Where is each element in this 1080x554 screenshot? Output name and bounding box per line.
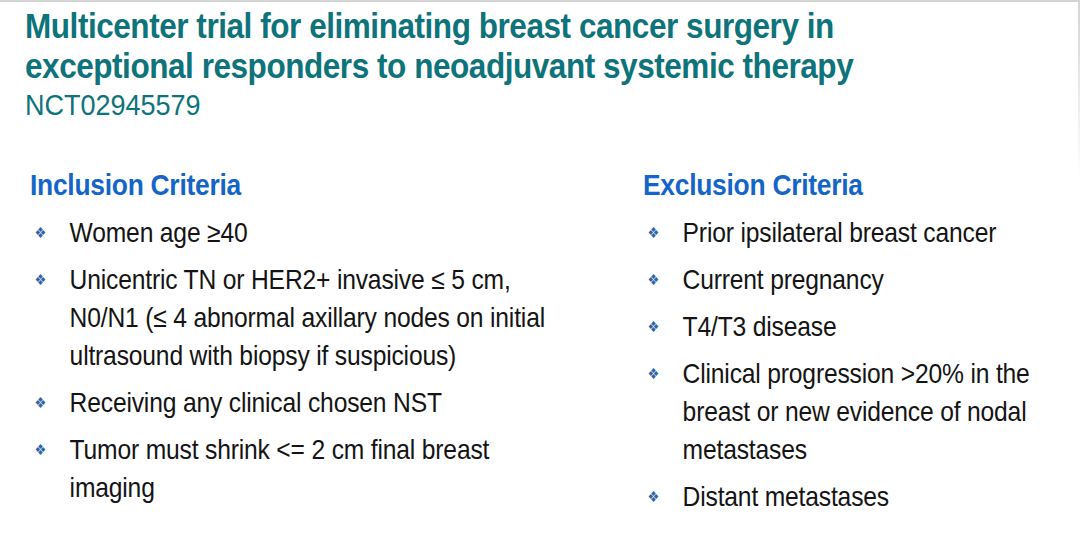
diamond-bullet-icon: ❖ xyxy=(643,478,683,516)
diamond-bullet-icon: ❖ xyxy=(643,214,683,252)
exclusion-section: Exclusion Criteria ❖ Prior ipsilateral b… xyxy=(643,168,1080,525)
diamond-bullet-icon: ❖ xyxy=(643,261,683,299)
list-item-text: Clinical progression >20% in the breast … xyxy=(683,355,1080,469)
slide: Multicenter trial for eliminating breast… xyxy=(0,0,1080,554)
diamond-bullet-icon: ❖ xyxy=(30,384,70,422)
list-item: ❖ Distant metastases xyxy=(643,478,1080,516)
slide-title: Multicenter trial for eliminating breast… xyxy=(25,6,1070,86)
list-item-text: Unicentric TN or HER2+ invasive ≤ 5 cm, … xyxy=(70,261,558,375)
list-item-text: Tumor must shrink <= 2 cm final breast i… xyxy=(70,431,558,507)
slide-title-line-2: exceptional responders to neoadjuvant sy… xyxy=(25,46,966,86)
inclusion-heading: Inclusion Criteria xyxy=(30,168,558,202)
list-item: ❖ Unicentric TN or HER2+ invasive ≤ 5 cm… xyxy=(30,261,558,375)
list-item: ❖ Receiving any clinical chosen NST xyxy=(30,384,558,422)
diamond-bullet-icon: ❖ xyxy=(30,431,70,469)
diamond-bullet-icon: ❖ xyxy=(30,214,70,252)
list-item: ❖ Prior ipsilateral breast cancer xyxy=(643,214,1080,252)
inclusion-section: Inclusion Criteria ❖ Women age ≥40 ❖ Uni… xyxy=(30,168,558,516)
list-item: ❖ Tumor must shrink <= 2 cm final breast… xyxy=(30,431,558,507)
exclusion-list: ❖ Prior ipsilateral breast cancer ❖ Curr… xyxy=(643,214,1080,516)
list-item-text: Prior ipsilateral breast cancer xyxy=(683,214,1080,252)
inclusion-list: ❖ Women age ≥40 ❖ Unicentric TN or HER2+… xyxy=(30,214,558,507)
exclusion-heading: Exclusion Criteria xyxy=(643,168,1080,202)
diamond-bullet-icon: ❖ xyxy=(643,308,683,346)
trial-id: NCT02945579 xyxy=(25,88,966,122)
diamond-bullet-icon: ❖ xyxy=(30,261,70,299)
list-item-text: Current pregnancy xyxy=(683,261,1080,299)
list-item: ❖ T4/T3 disease xyxy=(643,308,1080,346)
top-border-line xyxy=(0,0,1080,2)
list-item-text: Distant metastases xyxy=(683,478,1080,516)
list-item-text: Women age ≥40 xyxy=(70,214,558,252)
list-item: ❖ Women age ≥40 xyxy=(30,214,558,252)
list-item: ❖ Clinical progression >20% in the breas… xyxy=(643,355,1080,469)
diamond-bullet-icon: ❖ xyxy=(643,355,683,393)
list-item-text: T4/T3 disease xyxy=(683,308,1080,346)
title-block: Multicenter trial for eliminating breast… xyxy=(25,6,1070,122)
list-item-text: Receiving any clinical chosen NST xyxy=(70,384,558,422)
list-item: ❖ Current pregnancy xyxy=(643,261,1080,299)
slide-title-line-1: Multicenter trial for eliminating breast… xyxy=(25,6,966,46)
